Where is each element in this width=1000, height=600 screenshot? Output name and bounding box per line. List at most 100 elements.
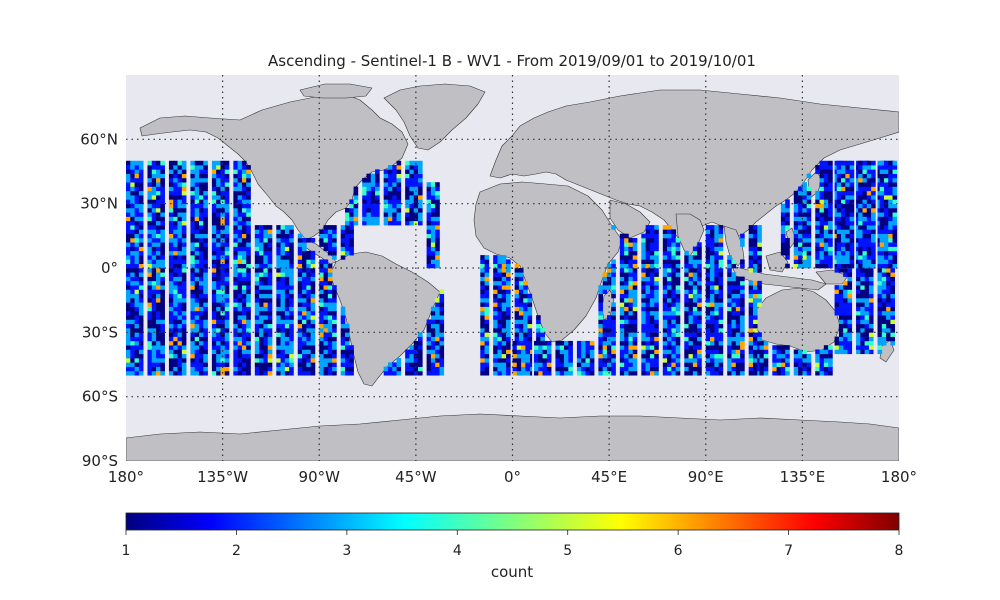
data-cell — [267, 250, 273, 256]
data-cell — [246, 349, 251, 355]
data-cell — [267, 268, 273, 273]
data-cell — [254, 366, 260, 372]
data-cell — [241, 246, 247, 252]
data-cell — [862, 195, 868, 200]
data-cell — [714, 328, 719, 333]
data-cell — [435, 332, 440, 337]
data-cell — [130, 340, 135, 346]
data-cell — [501, 259, 507, 265]
data-cell — [151, 306, 157, 312]
data-cell — [847, 310, 853, 316]
data-cell — [847, 319, 853, 325]
data-cell — [735, 340, 741, 346]
data-cell — [138, 315, 144, 320]
data-cell — [881, 310, 887, 316]
data-cell — [484, 336, 490, 342]
data-cell — [731, 315, 737, 320]
data-cell — [823, 173, 829, 179]
data-cell — [497, 345, 503, 350]
data-cell — [497, 280, 503, 286]
data-cell — [130, 165, 135, 170]
data-cell — [748, 229, 754, 234]
data-cell — [332, 370, 337, 376]
data-cell — [160, 225, 165, 230]
data-cell — [254, 349, 260, 355]
data-cell — [798, 366, 803, 372]
data-cell — [160, 203, 165, 209]
data-cell — [888, 160, 893, 166]
data-cell — [649, 306, 655, 312]
data-cell — [168, 212, 174, 217]
data-cell — [798, 349, 803, 355]
data-cell — [435, 310, 440, 316]
data-cell — [168, 259, 174, 265]
data-cell — [220, 173, 226, 179]
data-cell — [785, 345, 790, 350]
data-cell — [211, 293, 217, 299]
data-cell — [327, 285, 333, 290]
data-cell — [435, 366, 440, 372]
data-cell — [523, 280, 528, 286]
data-cell — [211, 195, 217, 200]
data-cell — [327, 310, 333, 316]
data-cell — [785, 242, 790, 247]
data-cell — [254, 263, 260, 269]
data-cell — [523, 323, 528, 329]
data-cell — [624, 276, 629, 282]
data-cell — [740, 370, 745, 376]
data-cell — [173, 186, 178, 192]
data-cell — [546, 353, 552, 359]
data-cell — [160, 310, 165, 316]
data-cell — [181, 280, 187, 286]
data-cell — [370, 177, 376, 183]
data-cell — [819, 160, 825, 166]
data-cell — [130, 203, 135, 209]
data-cell — [793, 207, 799, 213]
data-cell — [802, 366, 807, 372]
data-cell — [662, 298, 668, 303]
data-cell — [181, 319, 187, 325]
data-cell — [892, 203, 898, 209]
data-cell — [246, 237, 251, 243]
data-cell — [649, 353, 655, 359]
data-cell — [662, 370, 668, 376]
data-cell — [211, 285, 217, 290]
data-cell — [802, 242, 807, 247]
data-cell — [705, 255, 711, 260]
data-cell — [763, 370, 769, 376]
data-cell — [194, 259, 200, 265]
data-cell — [819, 220, 825, 226]
data-cell — [168, 366, 174, 372]
data-cell — [735, 289, 741, 295]
data-cell — [823, 370, 829, 376]
data-cell — [856, 328, 861, 333]
data-cell — [233, 203, 238, 209]
data-cell — [297, 345, 303, 350]
data-cell — [645, 268, 651, 273]
data-cell — [501, 310, 507, 316]
data-cell — [624, 328, 629, 333]
data-cell — [527, 323, 533, 329]
data-cell — [710, 280, 715, 286]
data-cell — [263, 302, 269, 307]
data-cell — [881, 336, 887, 342]
data-cell — [156, 332, 161, 337]
data-cell — [267, 315, 273, 320]
data-cell — [134, 315, 140, 320]
data-cell — [877, 319, 883, 325]
data-cell — [190, 169, 196, 174]
data-cell — [418, 203, 423, 209]
data-cell — [216, 255, 221, 260]
data-cell — [667, 229, 672, 234]
data-cell — [886, 285, 891, 290]
data-cell — [654, 332, 659, 337]
data-cell — [662, 229, 668, 234]
data-cell — [834, 340, 840, 346]
data-cell — [858, 216, 863, 222]
data-cell — [181, 169, 187, 174]
data-cell — [439, 302, 445, 307]
data-cell — [847, 268, 853, 273]
data-cell — [860, 336, 865, 342]
data-cell — [836, 195, 842, 200]
data-cell — [886, 302, 891, 307]
